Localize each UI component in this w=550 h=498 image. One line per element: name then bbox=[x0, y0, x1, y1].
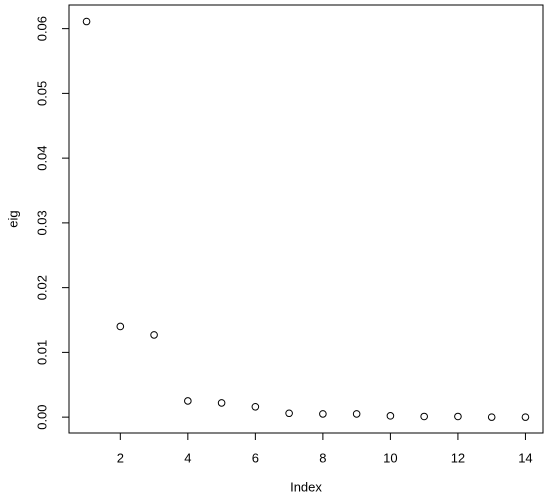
point bbox=[386, 412, 395, 420]
point bbox=[352, 410, 361, 418]
y-tick-label: 0.01 bbox=[34, 340, 49, 365]
point bbox=[150, 331, 158, 339]
point bbox=[251, 402, 260, 411]
y-tick-label: 0.06 bbox=[34, 16, 49, 41]
plot-box bbox=[68, 4, 544, 434]
y-tick-label: 0.03 bbox=[34, 210, 49, 235]
point bbox=[521, 413, 530, 421]
y-tick-label: 0.04 bbox=[34, 145, 49, 170]
x-axis-label: Index bbox=[290, 479, 322, 494]
point bbox=[116, 322, 125, 331]
point bbox=[217, 399, 226, 407]
point bbox=[487, 413, 496, 421]
point bbox=[285, 409, 293, 418]
x-tick-label: 4 bbox=[184, 450, 191, 465]
point bbox=[454, 412, 462, 421]
y-tick-label: 0.00 bbox=[34, 404, 49, 429]
y-tick-label: 0.05 bbox=[34, 81, 49, 106]
x-tick-label: 10 bbox=[383, 450, 397, 465]
point bbox=[184, 397, 192, 405]
x-tick-label: 12 bbox=[451, 450, 465, 465]
point bbox=[82, 17, 91, 26]
point bbox=[319, 410, 327, 418]
point bbox=[420, 412, 428, 421]
x-tick-label: 8 bbox=[319, 450, 326, 465]
x-tick-label: 6 bbox=[252, 450, 259, 465]
y-tick-label: 0.02 bbox=[34, 275, 49, 300]
x-tick-label: 2 bbox=[117, 450, 124, 465]
y-axis-label: eig bbox=[5, 210, 20, 227]
x-tick-label: 14 bbox=[518, 450, 532, 465]
